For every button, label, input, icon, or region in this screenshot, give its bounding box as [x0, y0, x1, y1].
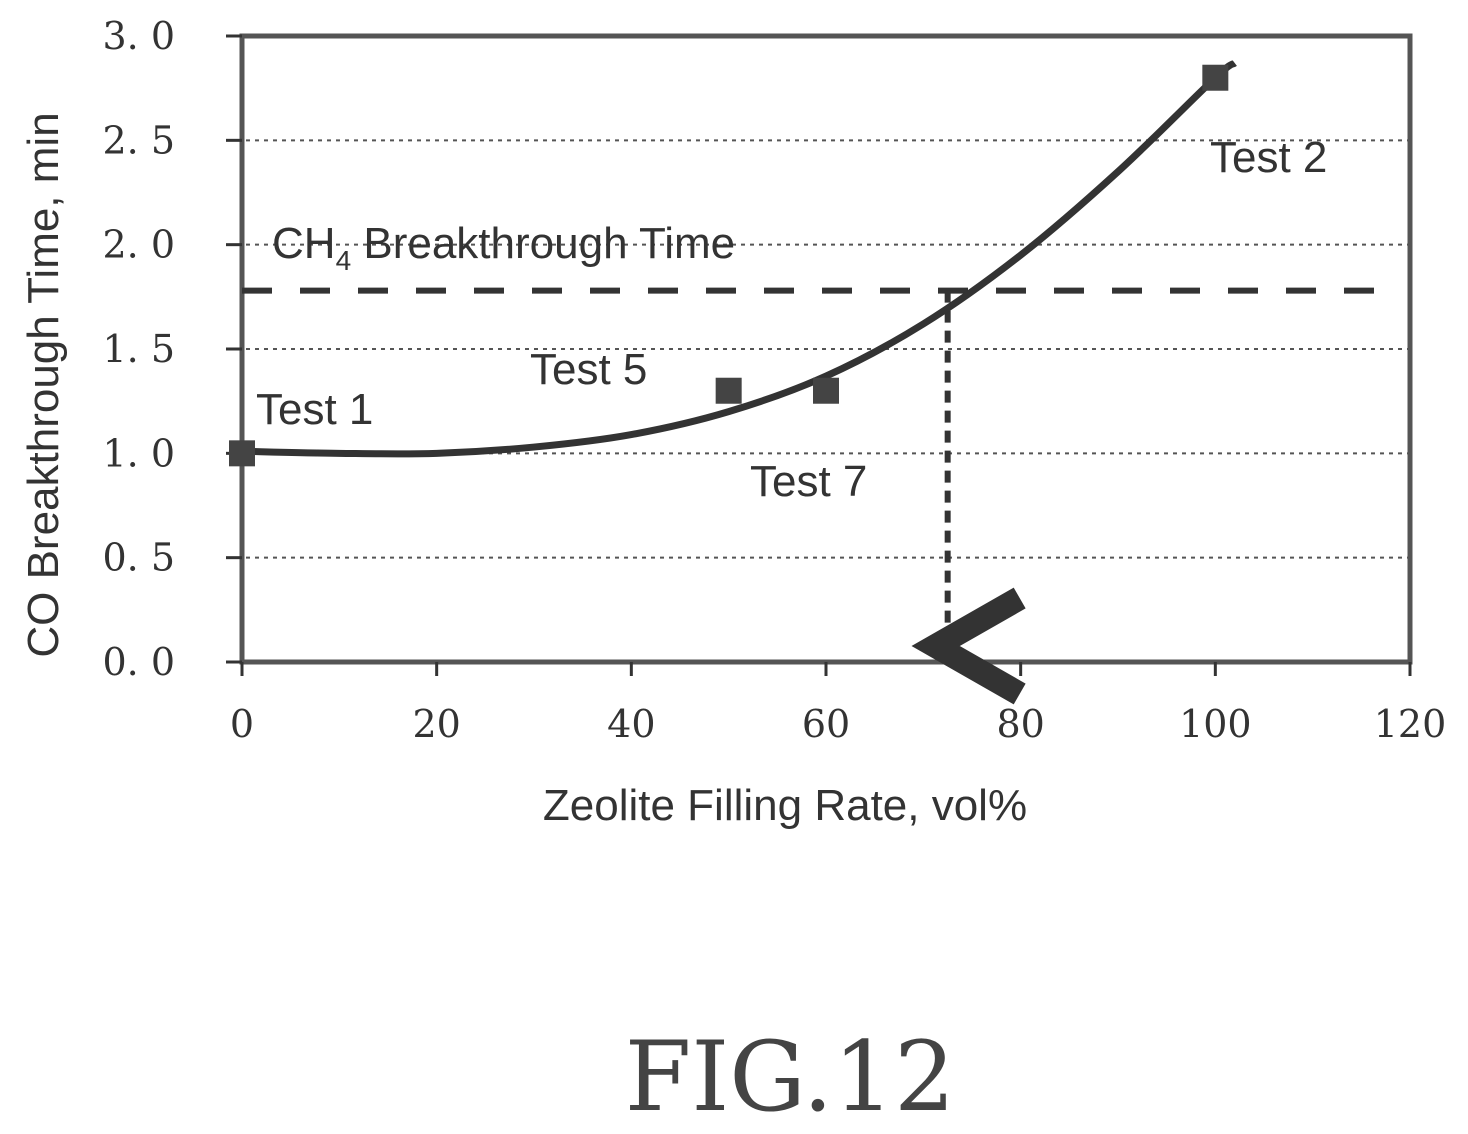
x-tick-label: 100: [1179, 702, 1252, 746]
x-tick-label: 20: [412, 702, 460, 746]
x-axis-title: Zeolite Filling Rate, vol%: [543, 781, 1027, 830]
x-tick-label: 40: [607, 702, 655, 746]
data-point-test-7: [813, 377, 839, 404]
point-label-test5: Test 5: [530, 345, 647, 394]
y-axis-ticks: 0. 0 0. 5 1. 0 1. 5 2. 0 2. 5 3. 0: [102, 14, 242, 684]
figure-caption: FIG.12: [625, 1021, 955, 1133]
ch4-label-rest: Breakthrough Time: [351, 219, 735, 268]
x-tick-label: 0: [230, 702, 254, 746]
y-tick-label: 0. 0: [102, 640, 175, 684]
point-label-test1: Test 1: [256, 385, 373, 434]
point-label-test2: Test 2: [1210, 133, 1327, 182]
trend-curve: [241, 60, 1237, 458]
ch4-label-subscript: 4: [336, 245, 352, 276]
x-tick-label: 60: [802, 702, 850, 746]
y-tick-label: 2. 5: [102, 118, 175, 162]
data-point-test-5: [715, 377, 742, 404]
y-tick-label: 0. 5: [102, 536, 175, 580]
y-tick-label: 1. 0: [102, 431, 175, 475]
y-tick-label: 3. 0: [102, 14, 175, 58]
x-tick-label: 80: [996, 702, 1044, 746]
y-tick-label: 2. 0: [102, 223, 175, 267]
gridlines: [228, 139, 1410, 559]
x-tick-label: 120: [1374, 702, 1447, 746]
ch4-breakthrough-label: CH4 Breakthrough Time: [272, 219, 735, 276]
x-axis-ticks: 0 20 40 60 80 100 120: [230, 662, 1446, 746]
data-points: [229, 64, 1229, 467]
data-point-test-1: [229, 440, 255, 467]
y-tick-label: 1. 5: [102, 327, 175, 371]
ch4-label-main: CH: [272, 219, 336, 268]
point-label-test7: Test 7: [750, 457, 867, 506]
y-axis-title: CO Breakthrough Time, min: [19, 112, 68, 657]
data-point-test-2: [1202, 64, 1229, 91]
